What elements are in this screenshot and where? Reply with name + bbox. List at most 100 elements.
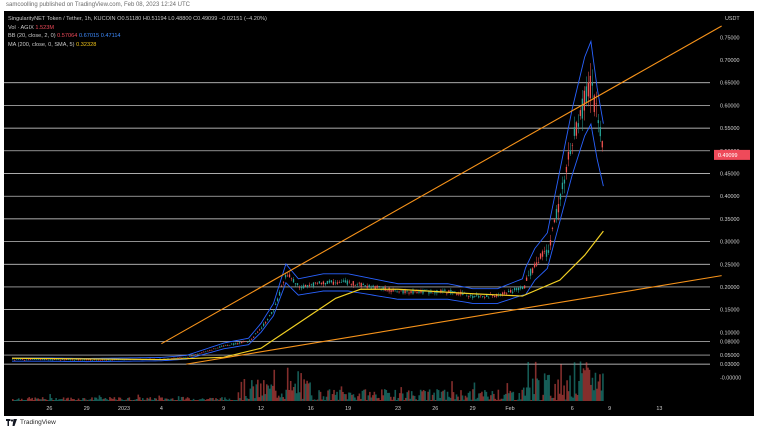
footer: TradingView [6, 419, 56, 426]
volume-bar [80, 400, 83, 401]
candle-body [517, 287, 520, 291]
volume-bar [570, 396, 573, 401]
volume-bar [506, 383, 509, 401]
candle-body [73, 360, 76, 361]
volume-bar [283, 398, 286, 401]
volume-bar [539, 400, 541, 401]
volume-bar [398, 393, 401, 401]
volume-bar [413, 395, 416, 401]
candle-body [390, 289, 392, 292]
candle-body [35, 359, 38, 360]
candle-body [101, 359, 103, 361]
volume-bar [188, 398, 190, 401]
volume-bar [257, 379, 259, 401]
volume-bar [88, 399, 90, 401]
x-tick-label: 6 [571, 406, 574, 412]
volume-bar [509, 390, 512, 401]
volume-bar [508, 393, 510, 401]
candle-body [65, 359, 68, 360]
volume-bar [554, 383, 556, 401]
volume-bar [76, 400, 78, 401]
last-price-label: 0.49099 [718, 153, 738, 159]
candle-body [366, 285, 368, 288]
volume-bar [437, 390, 440, 401]
candle-body [476, 294, 478, 296]
volume-bar [55, 398, 57, 401]
candle-body [386, 290, 388, 292]
candle-body [223, 345, 225, 347]
volume-bar [89, 399, 92, 401]
price-chart[interactable]: 0.750000.700000.650000.600000.550000.500… [4, 11, 754, 416]
candle-body [342, 280, 344, 282]
bollinger-row[interactable]: BB (20, close, 2, 0) 0.57064 0.67015 0.4… [8, 32, 267, 41]
y-tick-label: 0.05000 [720, 353, 740, 359]
candle-body [533, 263, 536, 268]
candle-body [406, 290, 408, 292]
candle-body [13, 359, 16, 361]
volume-bar [422, 389, 425, 401]
candle-body [551, 227, 554, 229]
candle-body [266, 319, 269, 321]
candle-body [99, 360, 101, 361]
candle-body [33, 359, 36, 360]
symbol-row[interactable]: SingularityNET Token / Tether, 1h, KUCOI… [8, 15, 267, 24]
volume-bar [440, 391, 443, 401]
volume-bar [490, 395, 492, 401]
candle-body [553, 219, 556, 223]
candle-body [55, 359, 58, 361]
volume-bar [403, 400, 406, 401]
volume-bar [116, 400, 119, 401]
candle-body [506, 293, 508, 295]
candle-body [545, 249, 548, 257]
volume-bar [569, 375, 571, 401]
candle-body [217, 347, 219, 349]
volume-bar [324, 400, 326, 401]
ma-label: MA (200, close, 0, SMA, 5) [8, 41, 75, 48]
volume-bar [295, 393, 298, 401]
candle-body [288, 274, 291, 278]
volume-bar [52, 400, 54, 401]
volume-bar [352, 394, 355, 401]
volume-bar [246, 398, 249, 401]
candle-body [555, 208, 558, 220]
published-line: samcoolling published on TradingView.com… [6, 2, 190, 8]
volume-bar [285, 389, 288, 401]
candle-body [95, 359, 97, 361]
y-tick-label: 0.60000 [720, 103, 740, 109]
volume-bar [140, 400, 143, 401]
volume-bar [415, 399, 417, 401]
chart-legend: SingularityNET Token / Tether, 1h, KUCOI… [8, 15, 267, 49]
volume-bar [221, 397, 223, 401]
x-tick-label: 26 [432, 406, 438, 412]
candle-body [290, 278, 293, 280]
candle-body [511, 291, 514, 293]
x-tick-label: 29 [84, 406, 90, 412]
candle-body [259, 329, 261, 331]
volume-bar [130, 400, 132, 401]
candle-body [209, 350, 211, 351]
candle-body [504, 292, 506, 294]
candle-body [53, 359, 56, 360]
ma-row[interactable]: MA (200, close, 0, SMA, 5) 0.32328 [8, 41, 267, 50]
volume-bar [336, 391, 338, 401]
volume-bar [494, 398, 497, 401]
volume-bar [34, 397, 37, 401]
candle-body [105, 359, 107, 361]
volume-bar [119, 397, 122, 401]
y-tick-label: 0.45000 [720, 172, 740, 178]
candle-body [470, 295, 472, 297]
volume-bar [591, 377, 594, 401]
volume-bar [478, 393, 480, 401]
volume-bar [29, 398, 32, 401]
volume-bar [467, 392, 470, 401]
volume-row[interactable]: Vol · AGIX 1.523M [8, 24, 267, 33]
candle-body [599, 127, 601, 137]
volume-bar [230, 400, 232, 401]
volume-bar [406, 392, 409, 401]
volume-bar [343, 394, 346, 401]
candle-body [374, 286, 376, 290]
volume-bar [355, 399, 358, 401]
volume-bar [276, 397, 279, 401]
y-tick-label: 0.08000 [720, 339, 740, 345]
chart-area[interactable]: 0.750000.700000.650000.600000.550000.500… [4, 11, 754, 416]
